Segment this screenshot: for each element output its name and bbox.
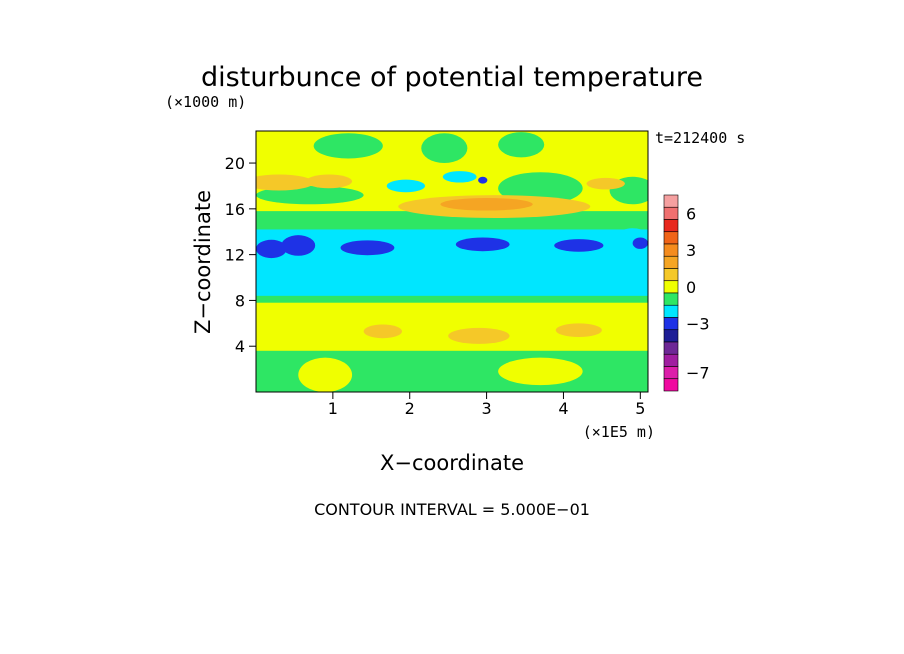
colorbar-swatch [663,292,679,306]
green-cap-2 [421,133,468,164]
cyan-band [256,229,648,296]
colorbar-swatch [663,366,679,380]
colorbar-swatch [663,378,679,392]
yellow-low-right [498,357,583,386]
x-unit-label: (×1E5 m) [583,423,655,441]
blue-blob-1 [256,239,287,259]
colorbar-swatch [663,231,679,245]
chart-title: disturbunce of potential temperature [201,62,703,93]
x-tick-label: 4 [558,399,568,418]
colorbar-label: 0 [686,278,696,297]
blue-blob-5 [554,239,604,252]
x-axis-label: X−coordinate [380,451,524,475]
colorbar-label: 6 [686,204,696,223]
blue-blob-6 [632,237,648,249]
colorbar-swatch [663,219,679,233]
orange-upper-left-2 [305,174,353,189]
orange-mid-lower-2 [363,324,403,339]
y-axis-label: Z−coordinate [191,190,215,334]
green-cap-3 [498,132,545,158]
plot-frame [255,130,649,393]
blue-dot-upper [478,176,488,184]
orange-upper-right [586,177,625,190]
blue-blob-3 [340,240,395,256]
x-tick-label: 2 [405,399,415,418]
green-cap-1 [313,133,383,159]
y-tick-label: 8 [235,291,245,310]
colorbar-swatch [663,243,679,257]
y-tick-label: 20 [225,154,245,173]
time-label: t=212400 s [655,129,745,147]
blue-blob-2 [281,235,316,256]
orange-mid-lower-3 [555,323,602,338]
x-tick-label: 5 [635,399,645,418]
y-tick-label: 4 [235,337,245,356]
y-axis: 4 8 12 16 20 [225,154,256,356]
contour-field [256,131,648,392]
orange-upper-left-1 [256,174,314,191]
colorbar-swatch [663,280,679,294]
green-band-upper [256,211,648,235]
yellow-low-left [298,357,353,392]
colorbar-swatch [663,255,679,269]
y-tick-label: 12 [225,246,245,265]
y-tick-label: 16 [225,200,245,219]
cyan-patch-upper-2 [442,171,477,183]
green-patch-upper-left [256,185,364,205]
x-axis: 1 2 3 4 5 [328,392,645,418]
colorbar-swatch [663,341,679,355]
blue-blob-4 [455,237,510,252]
colorbar-label: −3 [686,315,710,334]
colorbar-swatch [663,194,679,208]
colorbar-swatch [663,206,679,220]
colorbar: 6 3 0 −3 −7 [663,194,710,392]
orange-mid-lower-1 [448,327,510,344]
x-tick-label: 1 [328,399,338,418]
colorbar-swatch [663,304,679,318]
x-tick-label: 3 [481,399,491,418]
colorbar-swatch [663,353,679,367]
orange-upper-core [440,197,533,211]
colorbar-swatch [663,317,679,331]
colorbar-swatch [663,329,679,343]
y-unit-label: (×1000 m) [165,93,246,111]
colorbar-label: −7 [686,364,710,383]
colorbar-label: 3 [686,241,696,260]
contour-interval-note: CONTOUR INTERVAL = 5.000E−01 [314,500,590,519]
cyan-patch-upper-1 [386,179,426,193]
colorbar-swatch [663,268,679,282]
